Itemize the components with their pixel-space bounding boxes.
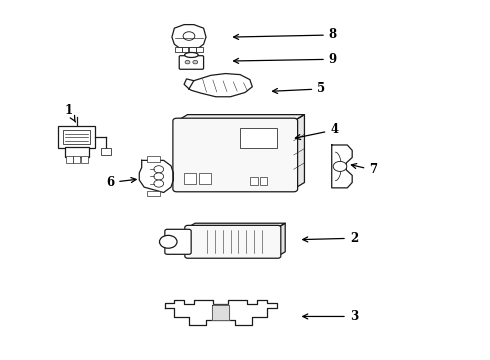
Bar xyxy=(101,148,111,155)
Bar xyxy=(182,47,189,53)
FancyBboxPatch shape xyxy=(185,225,281,258)
Circle shape xyxy=(193,60,198,64)
Bar xyxy=(65,148,89,157)
Bar xyxy=(250,177,258,185)
Text: 6: 6 xyxy=(106,176,136,189)
FancyBboxPatch shape xyxy=(165,229,191,254)
Circle shape xyxy=(159,235,177,248)
Bar xyxy=(190,47,196,53)
Bar xyxy=(74,157,80,163)
FancyBboxPatch shape xyxy=(173,118,297,192)
Polygon shape xyxy=(189,73,252,97)
Bar xyxy=(196,47,203,53)
Text: 5: 5 xyxy=(272,82,325,95)
Polygon shape xyxy=(294,114,304,189)
Circle shape xyxy=(154,166,164,173)
Bar xyxy=(81,157,88,163)
Bar xyxy=(175,47,182,53)
Text: 1: 1 xyxy=(65,104,75,122)
Bar xyxy=(66,157,73,163)
Polygon shape xyxy=(332,145,352,188)
Bar xyxy=(199,173,211,184)
Text: 4: 4 xyxy=(295,123,339,140)
Bar xyxy=(63,130,90,144)
Polygon shape xyxy=(188,223,285,228)
Ellipse shape xyxy=(185,53,198,58)
Bar xyxy=(147,156,160,162)
FancyBboxPatch shape xyxy=(179,56,203,69)
Circle shape xyxy=(154,173,164,180)
Circle shape xyxy=(185,60,190,64)
Polygon shape xyxy=(212,305,229,320)
Circle shape xyxy=(333,161,347,171)
Text: 2: 2 xyxy=(303,232,358,245)
Bar xyxy=(260,177,268,185)
Polygon shape xyxy=(278,223,285,256)
Polygon shape xyxy=(172,24,206,48)
Bar xyxy=(184,173,196,184)
Text: 9: 9 xyxy=(234,53,337,66)
Bar xyxy=(147,191,160,196)
Text: 8: 8 xyxy=(234,28,337,41)
Polygon shape xyxy=(139,160,173,193)
Text: 3: 3 xyxy=(303,310,358,323)
Polygon shape xyxy=(177,114,304,121)
Bar xyxy=(58,126,95,148)
Circle shape xyxy=(183,32,195,40)
Circle shape xyxy=(154,180,164,187)
Text: 7: 7 xyxy=(351,163,377,176)
Polygon shape xyxy=(165,300,277,325)
Bar xyxy=(240,128,277,148)
